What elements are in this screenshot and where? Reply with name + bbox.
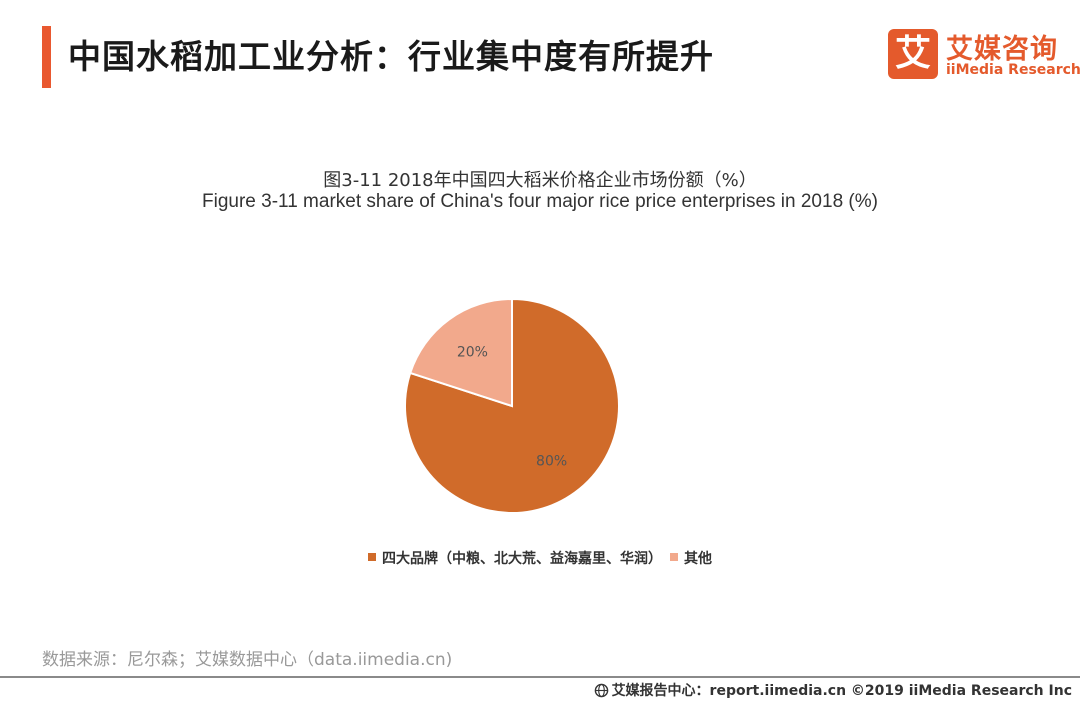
pie-label-others: 20% bbox=[457, 344, 488, 360]
logo-name-en: iiMedia Research bbox=[946, 62, 1080, 78]
pie-slice-major-brands bbox=[404, 297, 620, 514]
legend-item-others: 其他 bbox=[670, 548, 712, 568]
footer-divider bbox=[0, 676, 1080, 678]
legend-label: 四大品牌（中粮、北大荒、益海嘉里、华润） bbox=[382, 551, 662, 567]
logo-name-cn: 艾媒咨询 bbox=[946, 34, 1058, 65]
legend-swatch bbox=[670, 553, 678, 561]
legend-item-major-brands: 四大品牌（中粮、北大荒、益海嘉里、华润） bbox=[368, 548, 662, 568]
pie-slice-others bbox=[408, 297, 513, 408]
legend-label: 其他 bbox=[684, 551, 712, 567]
logo-mark: 艾 bbox=[888, 29, 938, 79]
footer-credits-text: 艾媒报告中心：report.iimedia.cn ©2019 iiMedia R… bbox=[611, 683, 1072, 699]
footer-credits: 艾媒报告中心：report.iimedia.cn ©2019 iiMedia R… bbox=[594, 680, 1072, 700]
brand-logo: 艾 艾媒咨询 iiMedia Research bbox=[888, 29, 1080, 85]
chart-legend: 四大品牌（中粮、北大荒、益海嘉里、华润） 其他 bbox=[0, 548, 1080, 568]
chart-subtitle: Figure 3-11 market share of China's four… bbox=[202, 191, 878, 212]
chart-title: 图3-11 2018年中国四大稻米价格企业市场份额（%） bbox=[323, 170, 757, 191]
legend-swatch bbox=[368, 553, 376, 561]
title-accent-bar bbox=[42, 26, 51, 88]
pie-label-major-brands: 80% bbox=[536, 454, 567, 470]
data-source: 数据来源：尼尔森；艾媒数据中心（data.iimedia.cn) bbox=[42, 650, 453, 670]
page-title: 中国水稻加工业分析：行业集中度有所提升 bbox=[68, 37, 714, 76]
globe-icon bbox=[594, 683, 608, 697]
